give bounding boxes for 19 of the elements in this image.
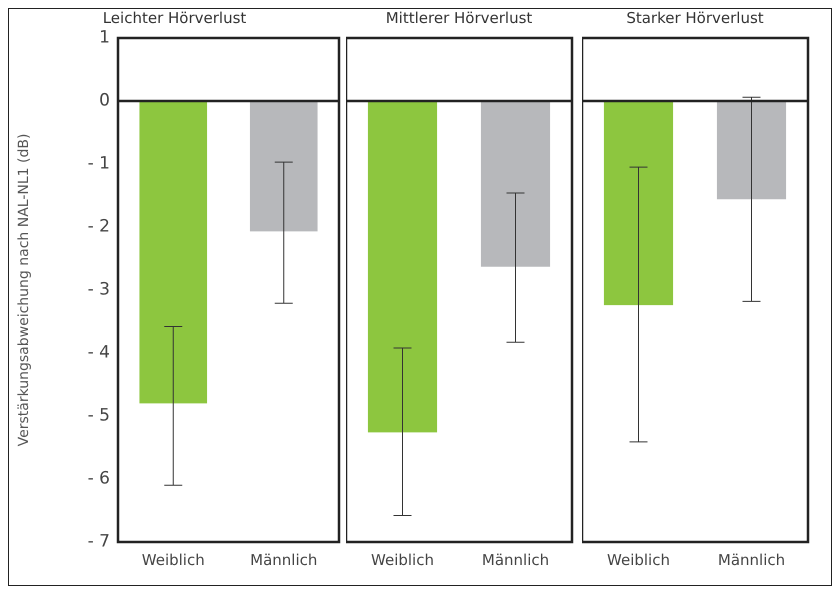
x-tick-label: Männlich — [250, 550, 318, 569]
y-tick-label: 1 — [99, 27, 110, 48]
x-tick-label: Männlich — [718, 550, 786, 569]
y-tick-label: - 4 — [88, 342, 110, 362]
y-axis-title: Verstärkungsabweichung nach NAL-NL1 (dB) — [16, 134, 32, 446]
chart-title: Starker Hörverlust — [626, 8, 764, 27]
x-tick-label: Weiblich — [607, 550, 670, 569]
y-tick-label: - 6 — [88, 468, 110, 488]
chart-title: Mittlerer Hörverlust — [386, 8, 532, 27]
x-tick-label: Weiblich — [371, 550, 434, 569]
chart-title: Leichter Hörverlust — [102, 8, 246, 27]
x-tick-label: Weiblich — [142, 550, 205, 569]
y-tick-label: - 5 — [88, 405, 110, 426]
y-tick-label: - 2 — [88, 216, 110, 236]
y-tick-label: - 7 — [88, 531, 110, 552]
x-tick-label: Männlich — [482, 550, 550, 569]
y-tick-label: - 3 — [88, 279, 110, 300]
y-tick-label: - 1 — [88, 153, 110, 174]
y-tick-label: 0 — [99, 90, 110, 110]
